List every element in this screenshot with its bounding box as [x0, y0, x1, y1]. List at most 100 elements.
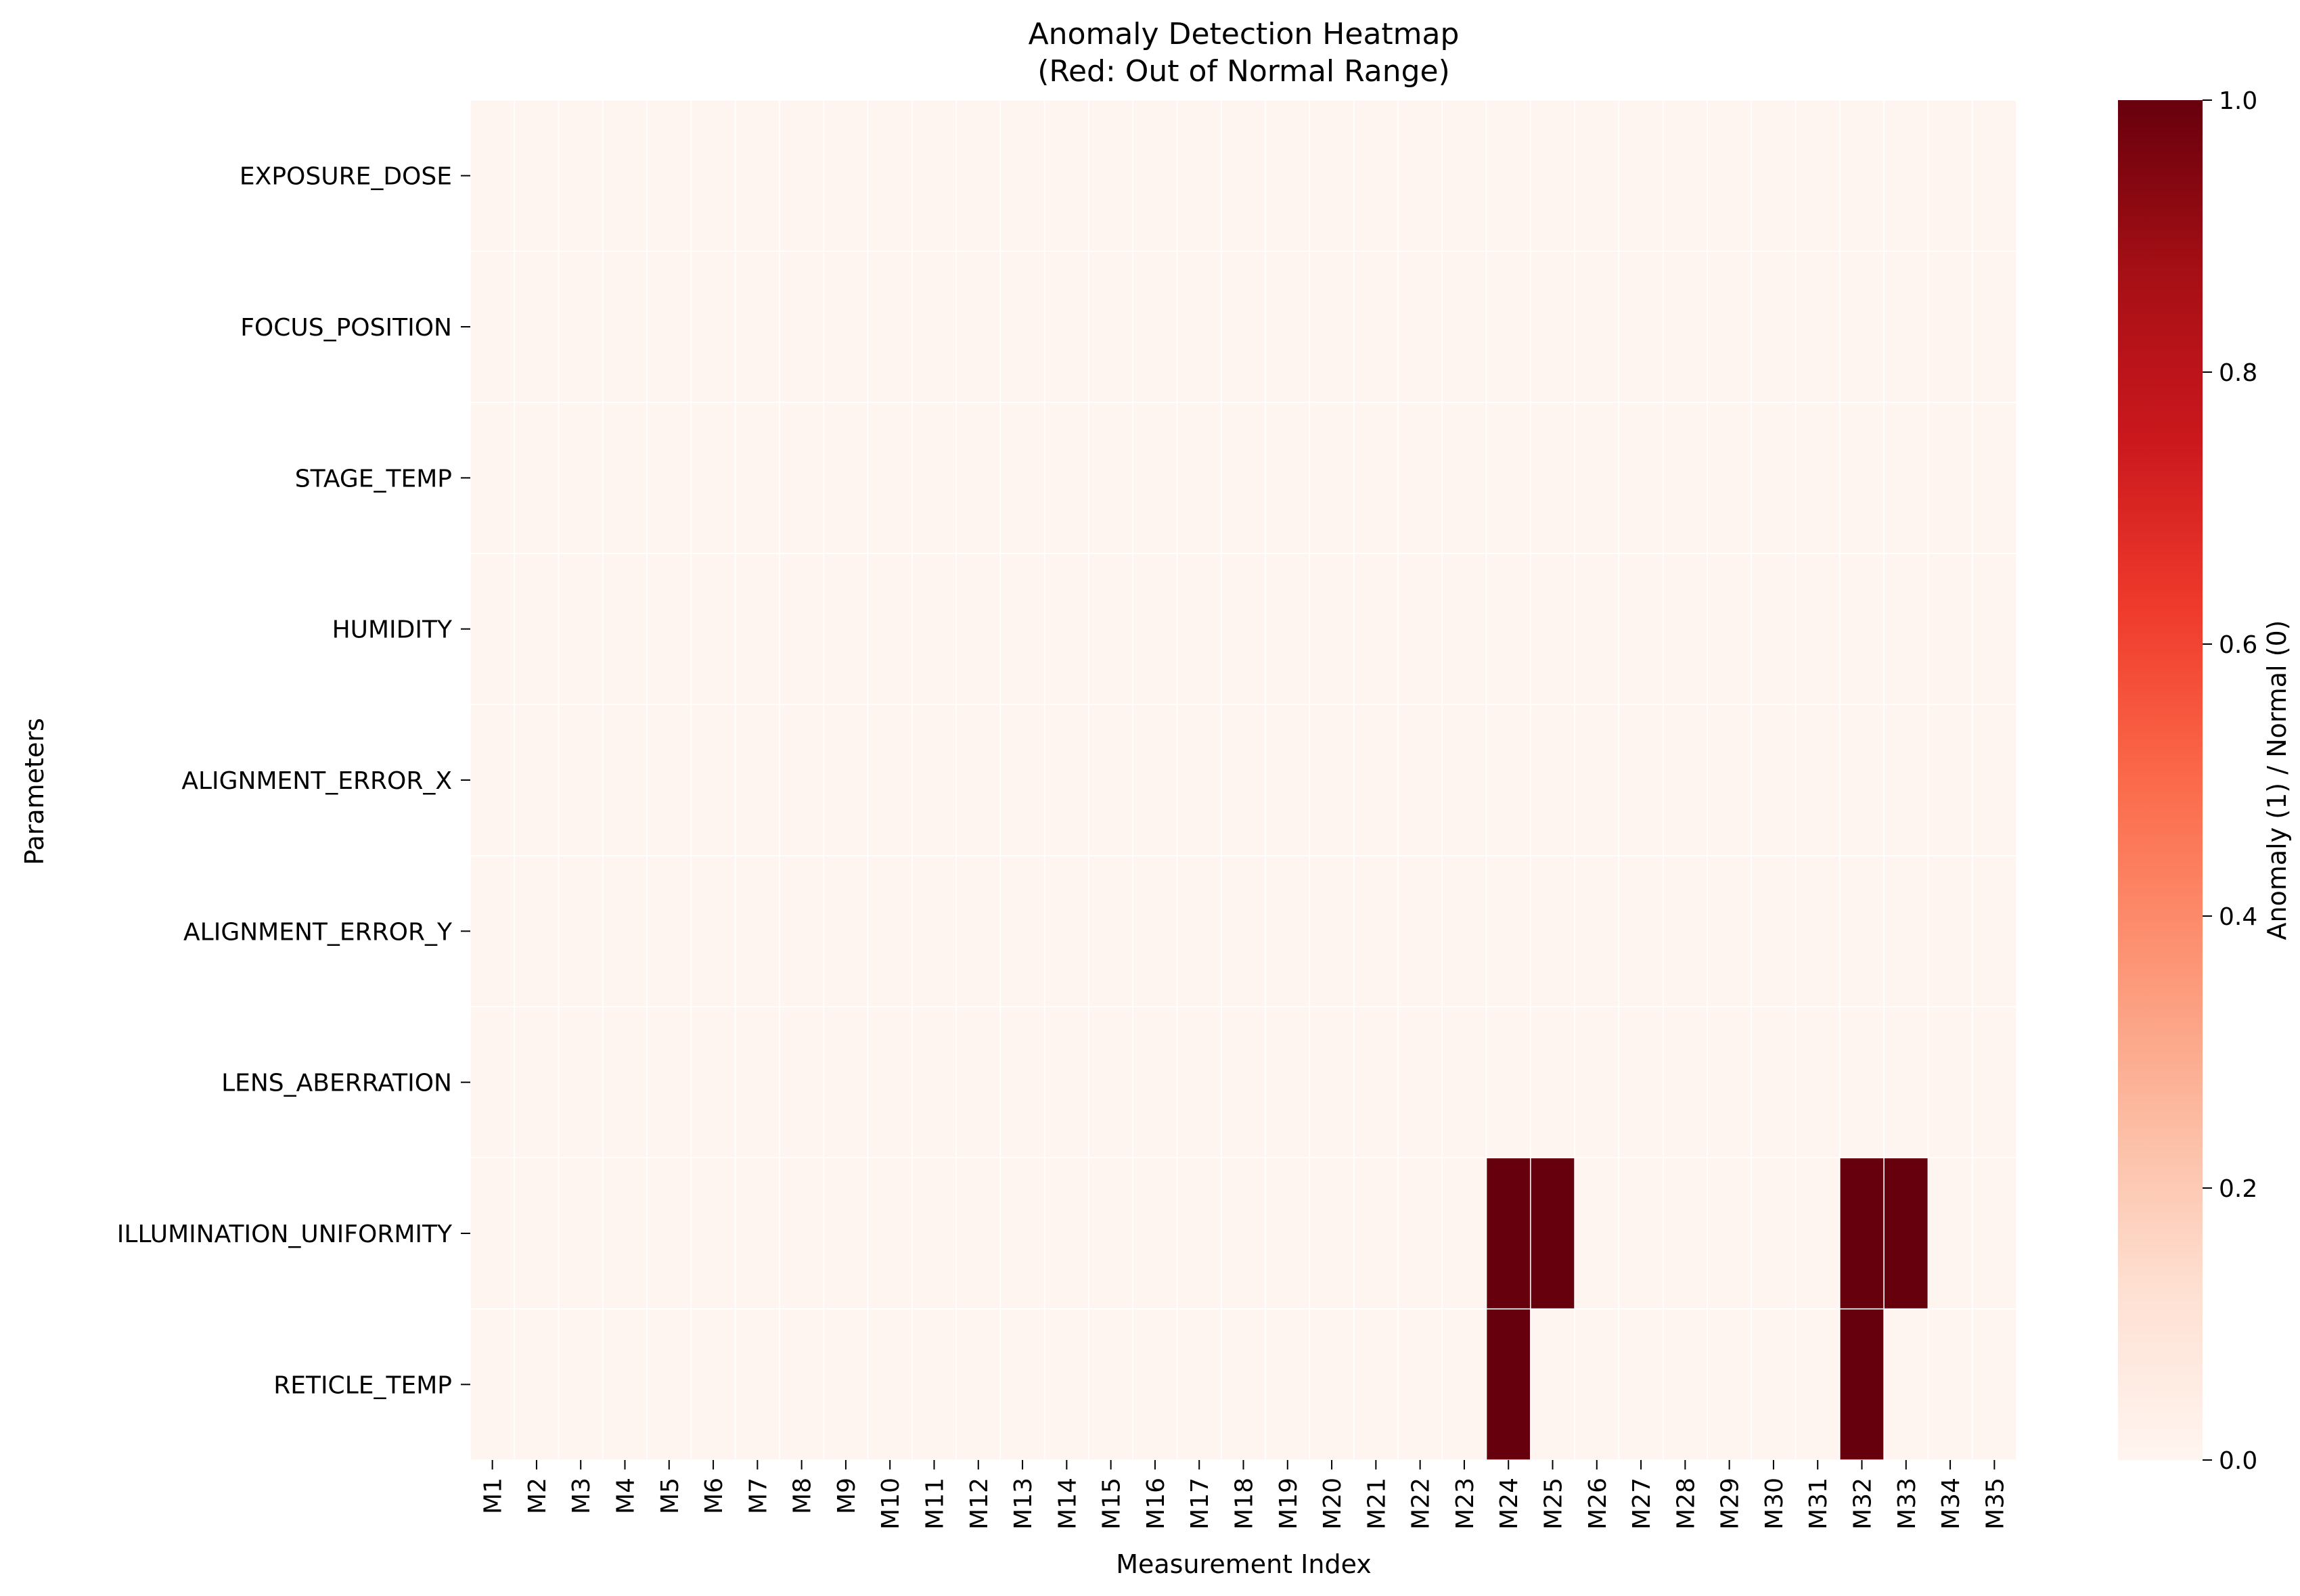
heatmap-cell — [646, 99, 692, 252]
heatmap-cell — [558, 1308, 604, 1461]
heatmap-cell — [646, 704, 692, 857]
heatmap-cell — [690, 250, 736, 403]
heatmap-cell — [1707, 250, 1753, 403]
heatmap-cell — [1530, 401, 1575, 554]
y-tick-label: ALIGNMENT_ERROR_X — [181, 767, 452, 795]
y-tick-label: STAGE_TEMP — [295, 465, 452, 493]
heatmap-cell — [1707, 1157, 1753, 1310]
heatmap-cell — [1839, 854, 1885, 1007]
heatmap-cell — [1839, 99, 1885, 252]
heatmap-cell — [602, 704, 648, 857]
x-tick-label: M27 — [1628, 1478, 1656, 1530]
heatmap-cell — [1751, 704, 1797, 857]
y-tick-label: LENS_ABERRATION — [221, 1070, 452, 1097]
heatmap-cell — [1088, 1157, 1134, 1310]
heatmap-cell — [1618, 854, 1664, 1007]
x-tick-label: M2 — [524, 1478, 551, 1514]
heatmap-cell — [690, 854, 736, 1007]
heatmap-cell — [1795, 1157, 1841, 1310]
x-tick-label: M11 — [922, 1478, 949, 1530]
heatmap-cell — [734, 854, 780, 1007]
heatmap-cell — [1353, 553, 1399, 706]
heatmap-cell — [1088, 1006, 1134, 1159]
heatmap-cell — [1088, 553, 1134, 706]
heatmap-cell — [955, 99, 1001, 252]
heatmap-cell — [911, 99, 957, 252]
heatmap-cell — [602, 1308, 648, 1461]
heatmap-cell — [1883, 704, 1929, 857]
heatmap-cell — [1927, 1006, 1973, 1159]
colorbar-tick-label: 1.0 — [2219, 87, 2257, 115]
heatmap-cell — [1618, 553, 1664, 706]
heatmap-cell — [470, 1157, 516, 1310]
heatmap-cell — [1662, 250, 1708, 403]
heatmap-cell — [1132, 1006, 1178, 1159]
heatmap-cell — [1309, 1006, 1355, 1159]
heatmap-cell — [1839, 401, 1885, 554]
heatmap-cell — [1795, 250, 1841, 403]
heatmap-cell — [1795, 553, 1841, 706]
heatmap-cell — [1574, 704, 1620, 857]
heatmap-cell — [690, 401, 736, 554]
heatmap-cell — [1088, 401, 1134, 554]
heatmap-cell — [1397, 401, 1443, 554]
heatmap-cell — [734, 704, 780, 857]
heatmap-cell — [779, 250, 825, 403]
colorbar-label: Anomaly (1) / Normal (0) — [2262, 620, 2292, 940]
heatmap-cell — [1839, 704, 1885, 857]
heatmap-cell — [1618, 1157, 1664, 1310]
heatmap-cell — [1795, 704, 1841, 857]
heatmap-cell — [602, 99, 648, 252]
heatmap-cell — [1530, 1308, 1575, 1461]
x-tick-label: M10 — [877, 1478, 905, 1530]
heatmap-cell — [1353, 1157, 1399, 1310]
heatmap-cell — [1309, 401, 1355, 554]
x-tick-label: M1 — [480, 1478, 508, 1514]
heatmap-cell — [867, 99, 913, 252]
heatmap-cell — [602, 401, 648, 554]
heatmap-cell — [1927, 704, 1973, 857]
heatmap-cell — [1309, 250, 1355, 403]
heatmap-cell — [1221, 250, 1266, 403]
x-tick-label: M34 — [1937, 1478, 1965, 1530]
heatmap-cell — [1221, 1157, 1266, 1310]
heatmap-cell — [1309, 1157, 1355, 1310]
x-tick-label: M12 — [966, 1478, 993, 1530]
heatmap-cell — [514, 99, 560, 252]
x-tick-label: M24 — [1495, 1478, 1523, 1530]
heatmap-cell — [1485, 704, 1531, 857]
heatmap-cell — [1441, 1157, 1487, 1310]
heatmap-cell — [911, 250, 957, 403]
heatmap-cell — [1707, 99, 1753, 252]
colorbar-tick-label: 0.8 — [2219, 359, 2257, 387]
heatmap-cell — [1265, 704, 1311, 857]
heatmap-cell — [646, 1157, 692, 1310]
heatmap-cell — [1132, 854, 1178, 1007]
y-tick-label: FOCUS_POSITION — [240, 314, 452, 342]
heatmap-cell — [955, 704, 1001, 857]
x-tick-label: M28 — [1672, 1478, 1700, 1530]
heatmap-cell — [602, 854, 648, 1007]
heatmap-cell — [779, 1006, 825, 1159]
heatmap-cell — [779, 401, 825, 554]
heatmap-cell — [1441, 553, 1487, 706]
heatmap-cell — [1265, 1006, 1311, 1159]
heatmap-cell — [734, 553, 780, 706]
heatmap-cell — [823, 1006, 869, 1159]
heatmap-cell — [1441, 1308, 1487, 1461]
heatmap-cell — [1485, 854, 1531, 1007]
heatmap-cell — [1132, 704, 1178, 857]
heatmap-cell — [1574, 1157, 1620, 1310]
heatmap-cell — [1309, 854, 1355, 1007]
heatmap-cell — [1795, 99, 1841, 252]
heatmap-cell — [1176, 854, 1222, 1007]
y-axis-ticks: EXPOSURE_DOSE FOCUS_POSITION STAGE_TEMP HUM… — [117, 163, 470, 1399]
heatmap-cell — [1795, 401, 1841, 554]
heatmap-cell — [1132, 401, 1178, 554]
heatmap-cell — [955, 1006, 1001, 1159]
heatmap-cell — [470, 854, 516, 1007]
heatmap-cell — [1265, 553, 1311, 706]
colorbar-tick-label: 0.2 — [2219, 1175, 2257, 1203]
heatmap-cell — [999, 1308, 1045, 1461]
